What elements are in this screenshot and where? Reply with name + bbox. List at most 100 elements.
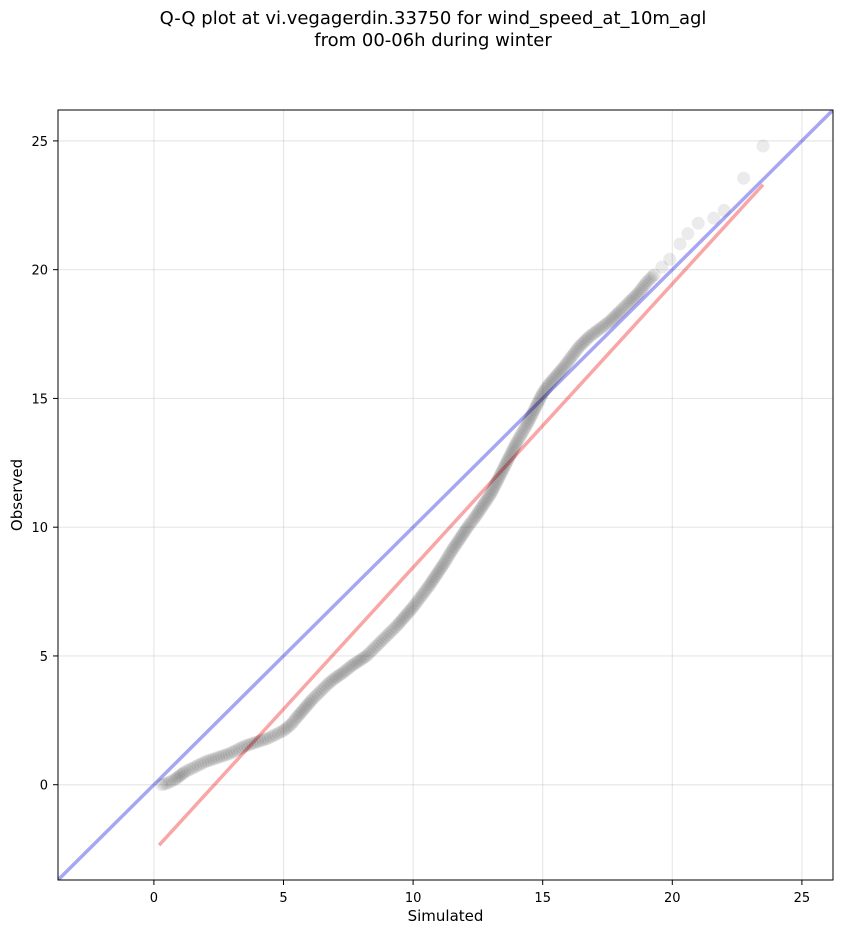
data-point [632,286,646,300]
data-point [506,443,520,457]
data-point [563,352,577,366]
data-point [522,413,536,427]
data-point [480,493,494,507]
data-point [408,598,422,612]
data-point [504,448,518,462]
data-point [455,528,469,542]
data-point [160,776,174,790]
data-point [391,618,405,632]
data-point [442,548,456,562]
data-point [493,468,507,482]
data-point [484,487,498,501]
data-point [542,377,556,391]
data-point [507,441,521,455]
data-point [526,405,540,419]
data-point [555,362,569,376]
axes-frame [57,109,834,881]
data-point [328,671,342,685]
data-point [309,689,323,703]
data-point [633,284,647,298]
data-point [468,510,482,524]
data-point [521,415,535,429]
data-point [528,401,542,415]
data-point [625,293,639,307]
data-point [178,765,192,779]
data-point [340,662,354,676]
x-tick-label: 15 [534,891,551,906]
data-point [570,342,584,356]
data-point [409,596,423,610]
data-point [348,657,362,671]
identity-line [58,110,833,880]
data-point [494,466,508,480]
data-point [464,516,478,530]
data-point [375,634,389,648]
data-point [489,476,503,490]
data-point [359,649,373,663]
data-point [613,304,627,318]
reference-lines [58,110,833,880]
data-point [387,622,401,636]
data-point [350,655,364,669]
data-point [235,740,249,754]
data-point [414,590,428,604]
data-point [534,390,548,404]
data-point [553,364,567,378]
data-point [505,446,519,460]
data-point [248,736,262,750]
data-point [420,581,434,595]
plot-border [57,109,834,881]
data-point [508,439,522,453]
data-point [503,450,517,464]
data-point [411,594,425,608]
data-point [392,616,406,630]
data-point [381,628,395,642]
data-point [635,282,649,296]
data-point [356,652,370,666]
data-point [647,268,661,282]
data-point [453,532,467,546]
data-point [432,564,446,578]
data-point [737,171,751,185]
data-point [365,643,379,657]
data-point [510,435,524,449]
data-point [168,773,182,787]
data-point [461,520,475,534]
y-tick-label: 20 [31,264,48,279]
data-point [323,676,337,690]
data-point [630,288,644,302]
data-point [535,388,549,402]
data-point [288,713,302,727]
data-point [424,576,438,590]
data-point [214,749,228,763]
grid-lines [58,110,833,880]
data-point [501,452,515,466]
data-point [256,733,270,747]
data-point [605,312,619,326]
data-point [621,296,635,310]
data-point [405,602,419,616]
data-point [756,139,770,153]
data-point [454,530,468,544]
data-point [491,472,505,486]
data-point [525,407,539,421]
data-point [437,556,451,570]
data-point [643,272,657,286]
chart-subtitle: from 00-06h during winter [314,30,552,51]
data-point [441,550,455,564]
data-point [395,613,409,627]
data-point [157,777,171,791]
x-tick-label: 20 [664,891,681,906]
chart-title-block: Q-Q plot at vi.vegagerdin.33750 for wind… [0,8,843,52]
data-point [209,751,223,765]
data-point [597,319,611,333]
data-point [282,719,296,733]
data-point [302,696,316,710]
data-point [274,725,288,739]
data-point [400,607,414,621]
data-point [439,554,452,568]
data-point [319,679,333,693]
data-point [495,464,509,478]
data-point [628,289,642,303]
data-point [673,237,687,251]
